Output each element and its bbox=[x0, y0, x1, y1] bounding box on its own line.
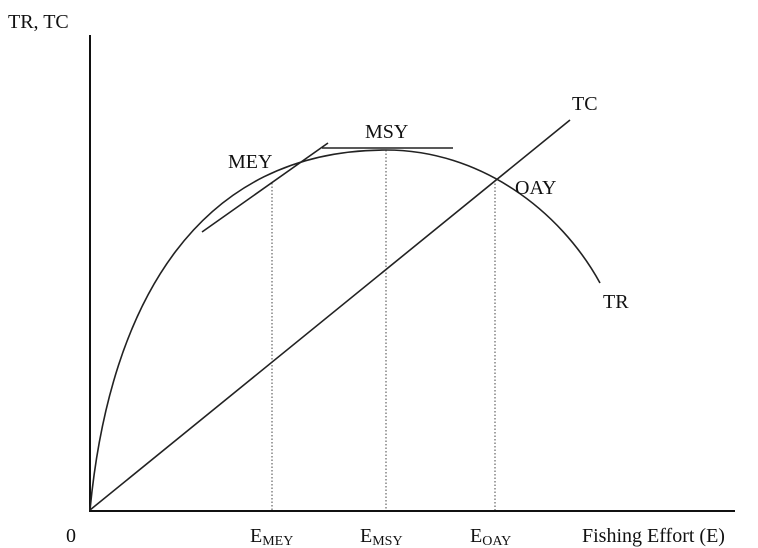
e-mey-label: EMEY bbox=[250, 525, 293, 548]
tr-label: TR bbox=[603, 291, 629, 313]
e: E bbox=[250, 525, 262, 547]
e-oay-label: EOAY bbox=[470, 525, 511, 548]
subscript: OAY bbox=[482, 534, 511, 548]
subscript: MSY bbox=[372, 534, 402, 548]
tr-curve bbox=[89, 149, 601, 511]
oay-label: OAY bbox=[515, 177, 557, 199]
msy-label: MSY bbox=[365, 121, 408, 143]
y-axis-label: TR, TC bbox=[8, 11, 69, 33]
tc-line bbox=[89, 119, 571, 511]
mey-tangent bbox=[201, 142, 329, 233]
e: E bbox=[470, 525, 482, 547]
tc-label: TC bbox=[572, 93, 598, 115]
subscript: MEY bbox=[262, 534, 293, 548]
mey-label: MEY bbox=[228, 151, 272, 173]
origin-label: 0 bbox=[66, 525, 76, 547]
e-msy-label: EMSY bbox=[360, 525, 403, 548]
e: E bbox=[360, 525, 372, 547]
x-axis-label: Fishing Effort (E) bbox=[582, 525, 725, 547]
